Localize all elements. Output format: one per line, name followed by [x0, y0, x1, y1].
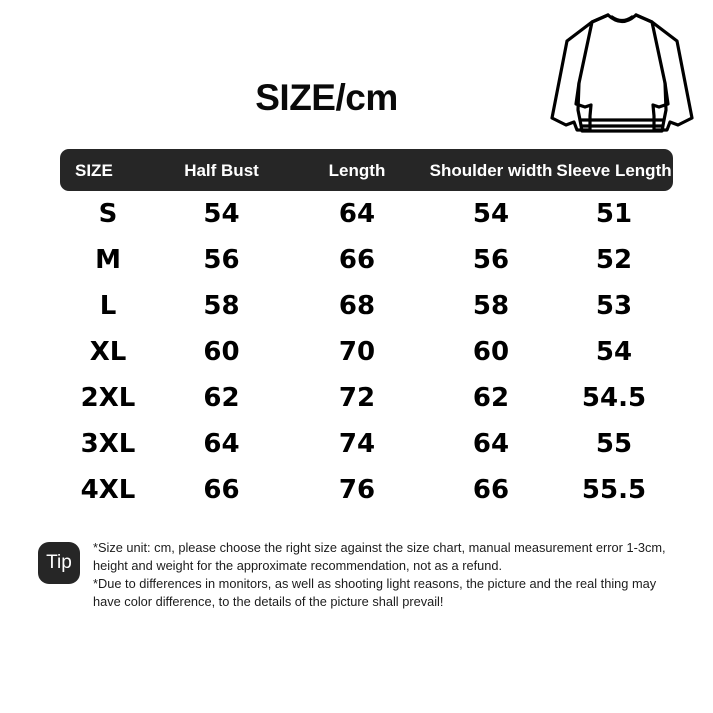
- column-header-sleeve-length: Sleeve Length: [556, 160, 672, 180]
- cell-half-bust: 56: [203, 245, 240, 275]
- page-title-text: SIZE/cm: [255, 77, 398, 118]
- cell-length: 72: [338, 383, 376, 413]
- cell-size: S: [98, 199, 118, 229]
- cell-shoulder-width: 62: [472, 383, 510, 413]
- tip-text: *Size unit: cm, please choose the right …: [93, 538, 678, 611]
- table-row: S 54 64 54 51: [60, 191, 673, 237]
- cell-size: L: [99, 291, 117, 321]
- cell-length: 74: [338, 429, 376, 459]
- tip-line-1: *Size unit: cm, please choose the right …: [93, 540, 666, 573]
- cell-sleeve-length: 55.5: [581, 475, 647, 505]
- cell-half-bust: 64: [203, 429, 240, 459]
- cell-length: 66: [338, 245, 376, 275]
- cell-size: 4XL: [80, 475, 136, 505]
- cell-shoulder-width: 56: [472, 245, 510, 275]
- cell-size: 2XL: [80, 383, 136, 413]
- cell-length: 68: [338, 291, 376, 321]
- page-title: SIZE/cm: [0, 77, 713, 119]
- cell-length: 70: [338, 337, 376, 367]
- cell-half-bust: 66: [203, 475, 240, 505]
- cell-shoulder-width: 54: [472, 199, 510, 229]
- cell-sleeve-length: 55: [595, 429, 633, 459]
- table-row: XL 60 70 60 54: [60, 329, 673, 375]
- table-row: L 58 68 58 53: [60, 283, 673, 329]
- cell-half-bust: 58: [203, 291, 240, 321]
- tip-badge: Tip: [38, 542, 80, 584]
- cell-sleeve-length: 54: [595, 337, 633, 367]
- table-row: M 56 66 56 52: [60, 237, 673, 283]
- cell-length: 76: [338, 475, 376, 505]
- cell-half-bust: 60: [203, 337, 240, 367]
- cell-shoulder-width: 66: [472, 475, 510, 505]
- cell-shoulder-width: 58: [472, 291, 510, 321]
- cell-sleeve-length: 51: [595, 199, 633, 229]
- cell-sleeve-length: 53: [595, 291, 633, 321]
- cell-sleeve-length: 54.5: [581, 383, 647, 413]
- table-header-row: SIZE Half Bust Length Shoulder width Sle…: [60, 149, 673, 191]
- tip-block: Tip *Size unit: cm, please choose the ri…: [38, 538, 678, 611]
- column-header-shoulder-width: Shoulder width: [429, 160, 553, 180]
- cell-half-bust: 54: [203, 199, 240, 229]
- size-chart-table: SIZE Half Bust Length Shoulder width Sle…: [60, 149, 673, 513]
- table-row: 4XL 66 76 66 55.5: [60, 467, 673, 513]
- table-row: 3XL 64 74 64 55: [60, 421, 673, 467]
- sweatshirt-illustration: [546, 6, 698, 138]
- column-header-half-bust: Half Bust: [184, 160, 259, 180]
- cell-shoulder-width: 60: [472, 337, 510, 367]
- cell-shoulder-width: 64: [472, 429, 510, 459]
- column-header-length: Length: [328, 160, 386, 180]
- table-row: 2XL 62 72 62 54.5: [60, 375, 673, 421]
- cell-length: 64: [338, 199, 376, 229]
- cell-size: 3XL: [80, 429, 136, 459]
- cell-sleeve-length: 52: [595, 245, 633, 275]
- cell-size: M: [95, 245, 121, 275]
- cell-half-bust: 62: [203, 383, 240, 413]
- cell-size: XL: [89, 337, 127, 367]
- tip-line-2: *Due to differences in monitors, as well…: [93, 576, 657, 609]
- column-header-size: SIZE: [75, 160, 113, 180]
